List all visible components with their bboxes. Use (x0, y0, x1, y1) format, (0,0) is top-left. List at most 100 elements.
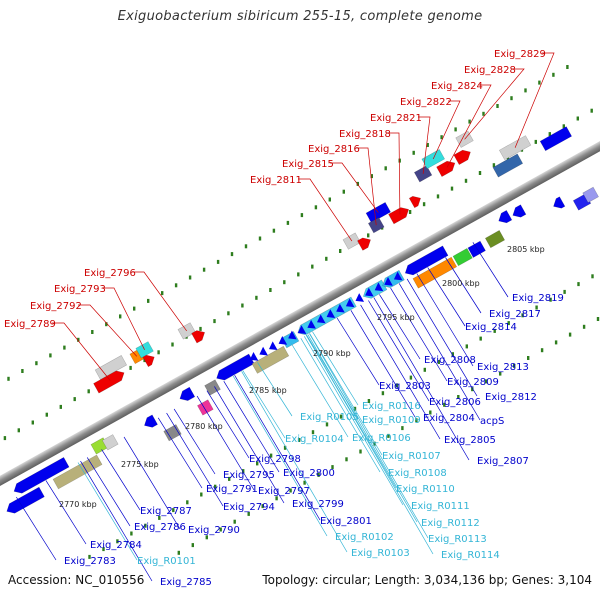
tick-dot (549, 297, 552, 302)
gene-feature (492, 153, 524, 178)
tick-dot (345, 457, 348, 462)
label-leader (406, 278, 478, 397)
tick-dot (356, 181, 359, 186)
label-leader (173, 408, 216, 475)
tick-dot (478, 171, 482, 175)
feature-shape (512, 204, 527, 218)
minus-gene-label: Exig_R0103 (351, 548, 410, 559)
gene-feature (101, 434, 119, 451)
label-leader (242, 370, 286, 439)
minus-gene-label: Exig_2817 (489, 309, 541, 320)
tick-dot (35, 361, 38, 366)
feature-shape (101, 434, 119, 451)
minus-gene-label: Exig_2801 (320, 516, 372, 527)
feature-shape (553, 196, 566, 209)
minus-gene-label: Exig_R0110 (396, 484, 455, 495)
tick-dot (370, 174, 373, 179)
small-arrow (259, 346, 268, 356)
tick-dot (214, 484, 217, 489)
label-leader (157, 417, 203, 489)
tick-dot (186, 500, 189, 505)
minus-gene-label: Exig_2807 (477, 456, 529, 467)
minus-gene-label: Exig_2809 (447, 377, 499, 388)
minus-gene-label: Exig_2785 (160, 577, 212, 588)
tick-dot (328, 197, 331, 202)
tick-dot (202, 267, 206, 272)
tick-dot (21, 369, 24, 373)
arrowhead (307, 319, 316, 329)
feature-shape (191, 330, 206, 344)
tick-label: 2775 kbp (121, 460, 159, 469)
label-leader (390, 287, 448, 382)
label-leader (446, 84, 492, 168)
tick-label: 2795 kbp (377, 313, 415, 322)
arrowhead (317, 314, 326, 324)
tick-dot (213, 319, 216, 324)
plus-gene-label: Exig_2816 (308, 144, 360, 155)
minus-gene-label: Exig_2803 (379, 381, 431, 392)
label-leader (379, 294, 421, 360)
tick-labels: 2770 kbp 2775 kbp 2780 kbp 2785 kbp 2790 kbp… (59, 245, 545, 509)
plus-gene-label: Exig_2821 (370, 113, 422, 124)
arrowhead (259, 346, 268, 356)
feature-shape (94, 355, 128, 380)
small-arrow (269, 341, 278, 351)
tick-dot (303, 480, 306, 485)
tick-dot (119, 314, 122, 319)
small-arrow (355, 293, 365, 302)
gene-feature (512, 204, 527, 218)
tick-dot (538, 80, 541, 85)
gene-feature (13, 457, 70, 494)
label-leader (330, 162, 379, 213)
tick-dot (272, 228, 276, 233)
tick-dot (450, 186, 454, 191)
minus-gene-label: Exig_R0113 (428, 534, 487, 545)
tick-dot (91, 330, 94, 334)
tick-dot (171, 342, 174, 347)
tick-dot (577, 282, 580, 287)
gene-feature (404, 245, 449, 276)
tick-dot (513, 363, 516, 368)
tick-dot (144, 523, 147, 528)
tick-dot (493, 328, 496, 333)
tick-dot (534, 139, 537, 144)
feature-shape (539, 126, 573, 152)
tick-dot (468, 119, 471, 124)
feature-shape (13, 457, 70, 494)
feature-shape (498, 210, 513, 224)
minus-gene-label: Exig_2804 (423, 413, 475, 424)
gene-feature (467, 240, 486, 258)
tick-dot (258, 236, 262, 241)
label-leader (52, 322, 111, 381)
tick-dot (129, 365, 132, 370)
label-leader (464, 68, 525, 140)
arrowhead (249, 352, 259, 361)
tick-dot (381, 391, 385, 396)
plus-gene-label: Exig_2792 (30, 301, 82, 312)
tick-dot (401, 426, 404, 431)
feature-shape (179, 386, 196, 401)
label-leader (223, 381, 280, 473)
tick-dot (247, 511, 250, 516)
plus-gene-label: Exig_2829 (494, 49, 546, 60)
arrowhead (269, 341, 278, 351)
tick-dot (527, 356, 530, 360)
arrowhead (297, 325, 307, 334)
tick-dot (482, 111, 485, 116)
tick-label: 2780 kbp (185, 422, 223, 431)
gene-feature (251, 345, 290, 374)
tick-dot (255, 295, 258, 300)
tick-dot (59, 404, 62, 409)
minus-gene-label: Exig_2819 (512, 293, 564, 304)
gene-feature (52, 454, 103, 490)
feature-shape (142, 354, 155, 368)
feature-shape (421, 149, 445, 170)
minus-gene-label: Exig_2808 (424, 355, 476, 366)
tick-dot (563, 289, 566, 294)
label-leader (101, 449, 141, 511)
small-arrow (393, 271, 403, 281)
plus-gene-label: Exig_2818 (339, 129, 391, 140)
arrowhead (336, 303, 345, 313)
tick-label: 2800 kbp (442, 279, 480, 288)
tick-dot (219, 527, 222, 532)
